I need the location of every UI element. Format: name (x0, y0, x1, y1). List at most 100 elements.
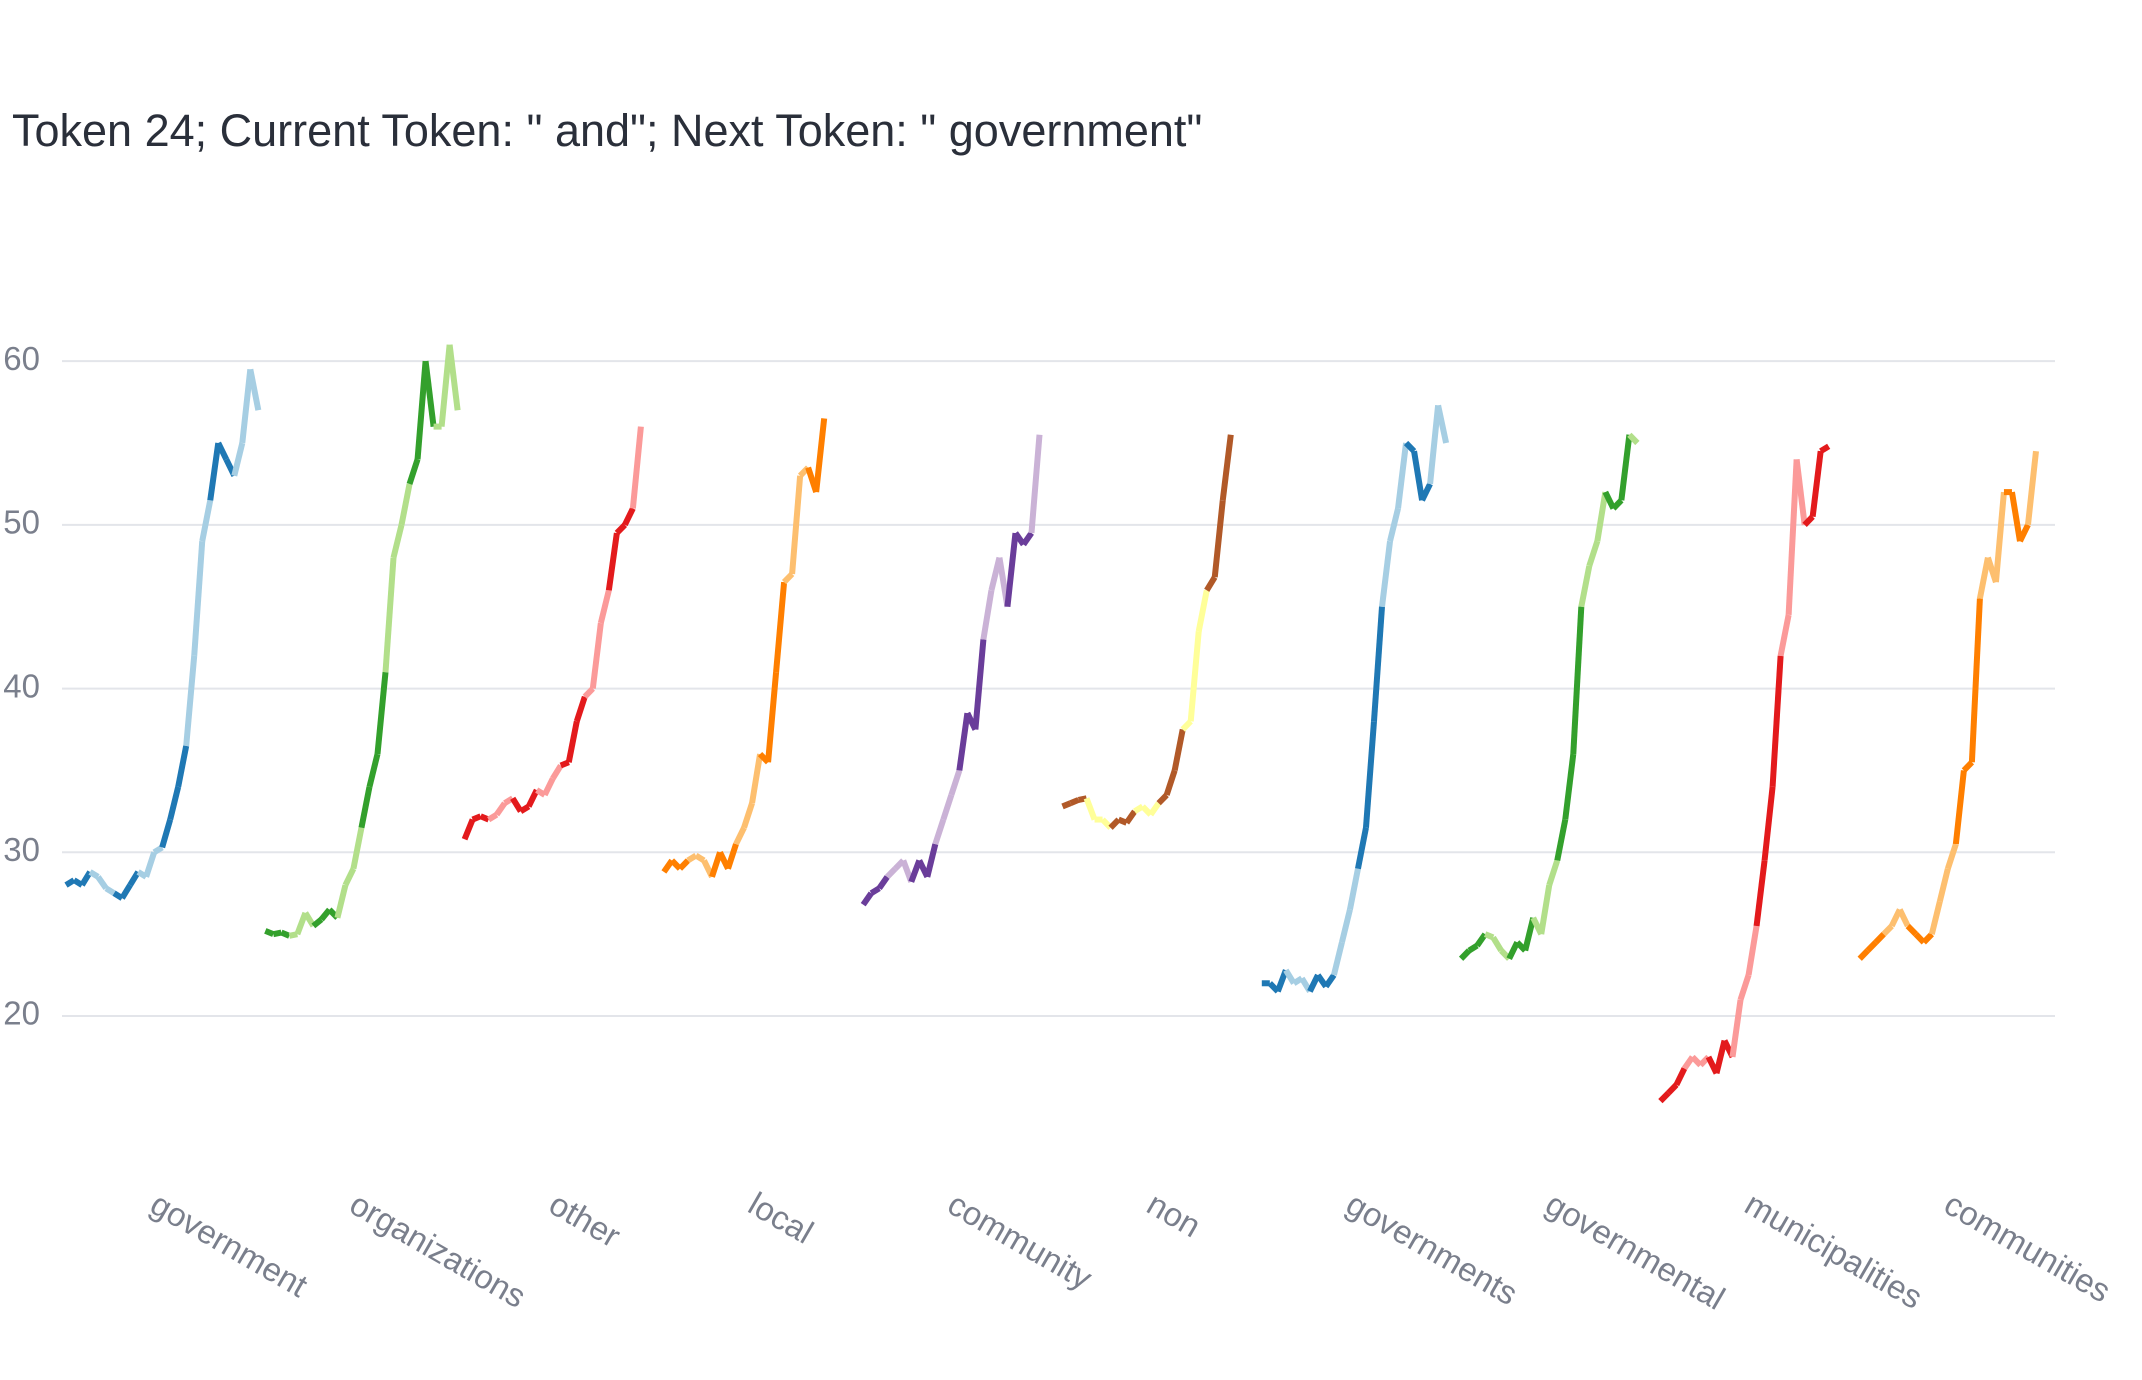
line-segment (414, 360, 429, 460)
line-segment (2017, 523, 2031, 543)
line-segment (494, 801, 508, 817)
line-segment (334, 884, 349, 919)
line-segment (629, 426, 644, 509)
line-segment (95, 875, 109, 891)
line-segment (677, 858, 691, 871)
y-tick-label: 50 (3, 504, 40, 541)
line-segment (1905, 923, 1918, 937)
line-segment (1554, 818, 1569, 862)
y-tick-label: 20 (3, 995, 40, 1032)
line-segment (1819, 443, 1831, 454)
line-segment (487, 812, 499, 823)
line-segment (1992, 491, 2007, 583)
line-segment (1339, 908, 1353, 944)
line-segment (781, 571, 795, 585)
line-segment (1108, 817, 1121, 830)
line-segment (350, 827, 365, 870)
line-segment (932, 818, 947, 846)
x-tick-label: communities (1938, 1185, 2117, 1310)
line-segment (398, 483, 413, 526)
line-segment (159, 818, 174, 849)
line-segment (1474, 932, 1488, 948)
x-tick-label: organizations (344, 1185, 532, 1315)
line-segment (550, 763, 564, 781)
line-segment (582, 686, 595, 699)
line-segment (1737, 974, 1752, 1001)
x-tick-label: governmental (1540, 1185, 1732, 1317)
line-segment (1004, 532, 1019, 608)
line-segment (64, 877, 76, 888)
line-segment (1968, 598, 1983, 763)
line-segment (1195, 589, 1210, 632)
line-segment (1395, 442, 1410, 509)
line-segment (1355, 827, 1369, 870)
line-segment (980, 589, 995, 640)
line-segment (1857, 948, 1870, 961)
line-segment (207, 442, 222, 501)
line-segment (924, 843, 939, 878)
line-segment (1666, 1082, 1679, 1096)
line-segment (1427, 405, 1442, 485)
line-segment (461, 818, 476, 841)
line-segment (1403, 440, 1417, 454)
x-tick-label: other (543, 1185, 627, 1255)
line-segment (1809, 450, 1824, 518)
line-segment (104, 885, 116, 896)
line-segment (1458, 948, 1472, 961)
line-segment (1347, 868, 1361, 911)
line-segment (382, 557, 397, 673)
line-segment (288, 931, 298, 939)
line-segment (1467, 943, 1479, 954)
line-segment (311, 917, 324, 929)
line-segment (789, 475, 804, 575)
y-tick-label: 30 (3, 831, 40, 868)
line-segment (749, 753, 764, 804)
line-segment (264, 928, 275, 937)
line-segment (479, 813, 490, 823)
line-segment (1148, 801, 1162, 817)
line-segment (597, 589, 612, 624)
line-segment (272, 929, 282, 938)
line-segment (1944, 843, 1959, 870)
line-segment (231, 442, 246, 477)
line-segment (956, 712, 971, 771)
line-segment (1627, 432, 1640, 446)
line-segment (1936, 867, 1951, 903)
line-segment (1411, 450, 1426, 501)
line-segment (1785, 459, 1800, 616)
line-segment (741, 802, 755, 829)
y-tick-label: 40 (3, 667, 40, 704)
y-tick-label: 60 (3, 340, 40, 377)
line-segment (152, 844, 164, 855)
line-segment (1769, 655, 1784, 787)
line-segment (605, 532, 620, 591)
x-tick-label: non (1141, 1185, 1207, 1245)
line-segment (1083, 797, 1098, 821)
line-segment (559, 759, 570, 769)
line-segment (167, 786, 182, 821)
line-segment (1713, 1039, 1728, 1075)
line-segment (1753, 860, 1768, 927)
line-segment (215, 441, 229, 461)
line-segment (1673, 1067, 1688, 1087)
line-segment (1117, 816, 1128, 826)
line-segment (1873, 932, 1886, 945)
line-segment (446, 344, 461, 411)
line-segment (1219, 434, 1234, 501)
line-segment (860, 891, 874, 907)
line-segment (1379, 540, 1393, 608)
line-segment (280, 929, 291, 939)
line-segment (1077, 795, 1088, 803)
line-segment (1331, 941, 1345, 976)
line-segment (1061, 800, 1072, 810)
line-segment (1777, 614, 1792, 657)
chart-title: Token 24; Current Token: " and"; Next To… (12, 105, 1202, 156)
line-segment (366, 753, 381, 788)
x-tick-label: local (742, 1185, 819, 1251)
line-segment (406, 458, 421, 485)
line-segment (1156, 792, 1169, 806)
line-segment (519, 803, 531, 814)
line-segment (1928, 900, 1943, 935)
line-segment (1124, 809, 1138, 825)
line-segment (940, 794, 955, 821)
